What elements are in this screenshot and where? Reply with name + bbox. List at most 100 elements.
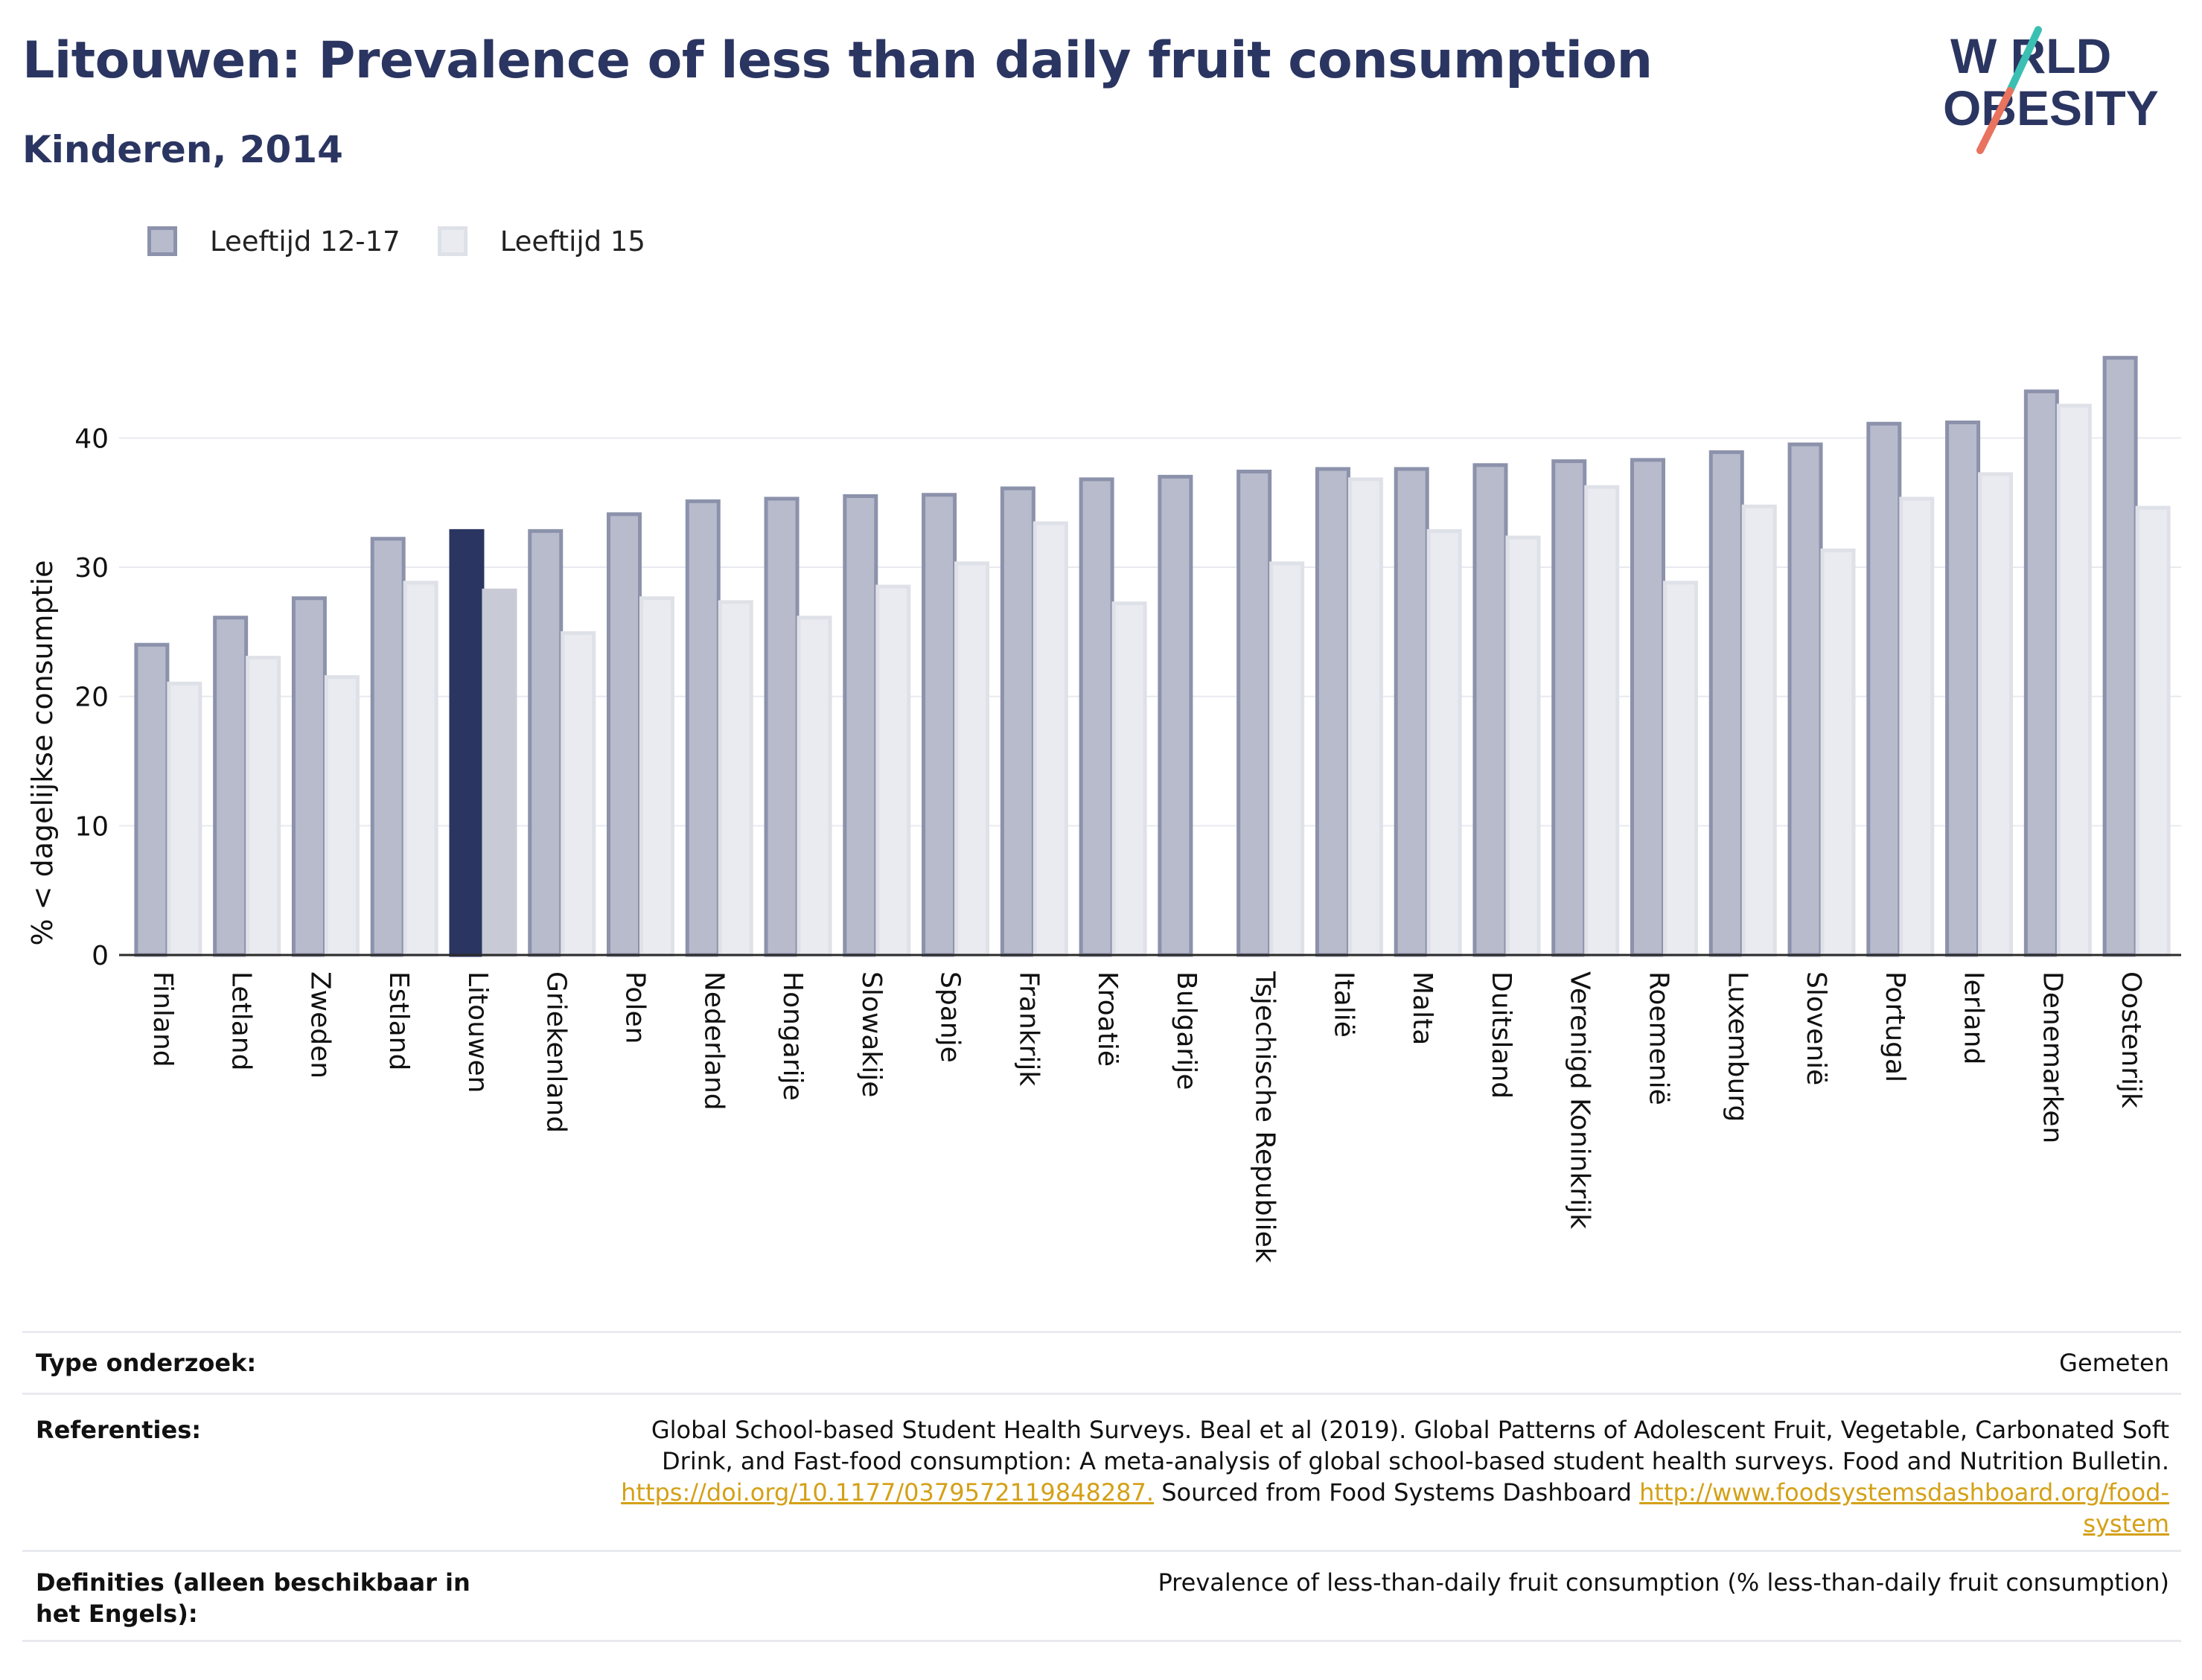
food-systems-link[interactable]: http://www.foodsystemsdashboard.org/food…: [1639, 1478, 2169, 1538]
references-text: Global School-based Student Health Surve…: [651, 1416, 2169, 1475]
legend-item-series1[interactable]: Leeftijd 12-17: [147, 226, 400, 258]
bar-series2: [875, 584, 911, 957]
x-tick-label: Polen: [620, 971, 651, 1044]
bar-series1: [1708, 450, 1744, 957]
x-tick-label: Portugal: [1880, 971, 1910, 1082]
bar-series2: [1033, 521, 1068, 957]
bar-series1: [1551, 459, 1587, 957]
logo-slash-red: [1976, 87, 2014, 154]
bar-series2: [167, 681, 202, 957]
bar-series2: [639, 596, 674, 957]
bar-series1: [922, 493, 957, 957]
bar-series1: [1630, 458, 1665, 957]
bar-series1: [1079, 477, 1114, 957]
bar-series2: [1347, 477, 1383, 957]
bar-series2: [561, 631, 596, 957]
bar-series2: [1978, 472, 2014, 957]
bar-series1: [1394, 467, 1429, 957]
bar-series1: [370, 537, 406, 957]
x-tick-label: Letland: [226, 971, 257, 1070]
bar-series1: [134, 642, 170, 957]
definitions-label: Definities (alleen beschikbaar in het En…: [36, 1568, 470, 1628]
bar-series1: [449, 528, 485, 957]
y-tick-label: 10: [74, 811, 109, 842]
references-label: Referenties:: [36, 1416, 202, 1444]
x-tick-label: Litouwen: [462, 971, 493, 1093]
x-tick-label: Frankrijk: [1013, 971, 1044, 1086]
y-tick-label: 20: [74, 683, 109, 713]
logo-slash-teal: [2006, 26, 2042, 95]
info-row-definitions: Definities (alleen beschikbaar in het En…: [22, 1550, 2181, 1642]
x-tick-label: Verenigd Koninkrijk: [1565, 971, 1595, 1229]
bar-series2: [1505, 535, 1541, 957]
legend-item-series2[interactable]: Leeftijd 15: [437, 225, 645, 258]
x-tick-label: Malta: [1407, 971, 1437, 1045]
type-label: Type onderzoek:: [36, 1349, 257, 1377]
chart-subtitle: Kinderen, 2014: [22, 128, 343, 171]
references-value: Global School-based Student Health Surve…: [584, 1414, 2181, 1539]
bar-series1: [528, 528, 564, 957]
info-table: Type onderzoek: Gemeten Referenties: Glo…: [22, 1331, 2181, 1642]
x-tick-label: Slowakije: [856, 971, 887, 1097]
x-tick-label: Spanje: [935, 971, 966, 1063]
y-axis-label: % < dagelijkse consumptie: [26, 560, 59, 945]
bar-series2: [246, 656, 281, 957]
x-tick-label: Estland: [383, 971, 414, 1070]
bar-series2: [718, 600, 753, 957]
bar-series1: [1472, 463, 1508, 957]
x-tick-label: Italië: [1328, 971, 1359, 1038]
x-tick-label: Roemenië: [1644, 971, 1674, 1105]
bar-series2: [2056, 403, 2092, 957]
world-obesity-logo: W RLD OBESITY: [1943, 26, 2159, 154]
logo-line2: OBESITY: [1943, 80, 2159, 135]
legend-label-series2: Leeftijd 15: [500, 225, 645, 258]
bar-series2: [403, 581, 438, 957]
x-tick-label: Luxemburg: [1722, 971, 1752, 1122]
x-tick-label: Zweden: [304, 971, 335, 1079]
references-text-2: Sourced from Food Systems Dashboard: [1154, 1478, 1640, 1507]
x-tick-label: Hongarije: [777, 971, 808, 1101]
legend-label-series1: Leeftijd 12-17: [210, 225, 400, 258]
x-tick-label: Duitsland: [1486, 971, 1516, 1099]
bar-series1: [1315, 467, 1350, 957]
bar-series1: [2023, 389, 2059, 957]
bar-series1: [843, 494, 878, 957]
definitions-value: Prevalence of less-than-daily fruit cons…: [1158, 1568, 2169, 1597]
bar-series1: [764, 496, 800, 957]
x-tick-label: Oostenrijk: [2116, 971, 2146, 1108]
x-tick-label: Finland: [147, 971, 178, 1067]
bar-series1: [1158, 474, 1193, 957]
bar-series2: [1741, 504, 1777, 957]
type-value: Gemeten: [2059, 1349, 2169, 1377]
chart-legend: Leeftijd 12-17 Leeftijd 15: [147, 220, 683, 262]
bar-chart: 0 10 20 30 40 % < dagelijkse consumptie Finlan…: [26, 356, 2181, 1263]
bar-series2: [1426, 528, 1462, 957]
y-tick-label: 40: [74, 424, 109, 454]
legend-swatch-series1: [147, 226, 177, 256]
bar-series2: [1899, 496, 1935, 957]
y-tick-label: 30: [74, 553, 109, 584]
bar-series2: [1820, 548, 1856, 957]
x-tick-label: Denemarken: [2037, 971, 2067, 1143]
y-tick-label: 0: [92, 941, 109, 971]
info-row-references: Referenties: Global School-based Student…: [22, 1393, 2181, 1550]
bar-series2: [1111, 601, 1147, 957]
bar-series1: [1866, 421, 1902, 957]
bar-series1: [685, 499, 721, 957]
bar-series1: [1000, 486, 1035, 957]
bar-series1: [291, 596, 327, 957]
x-tick-label: Tsjechische Republiek: [1250, 971, 1280, 1263]
bar-series1: [213, 616, 249, 957]
bar-series2: [1584, 485, 1620, 957]
legend-swatch-series2: [437, 226, 467, 256]
bar-series1: [1787, 442, 1823, 957]
bar-series2: [797, 616, 832, 957]
x-tick-label: Griekenland: [541, 971, 572, 1133]
doi-link[interactable]: https://doi.org/10.1177/0379572119848287…: [621, 1478, 1155, 1507]
x-tick-label: Nederland: [698, 971, 729, 1111]
bar-series1: [1945, 420, 1981, 957]
bar-series2: [324, 675, 360, 957]
bar-series1: [2102, 356, 2138, 957]
bar-series2: [2135, 505, 2171, 957]
x-tick-label: Slovenië: [1801, 971, 1831, 1085]
